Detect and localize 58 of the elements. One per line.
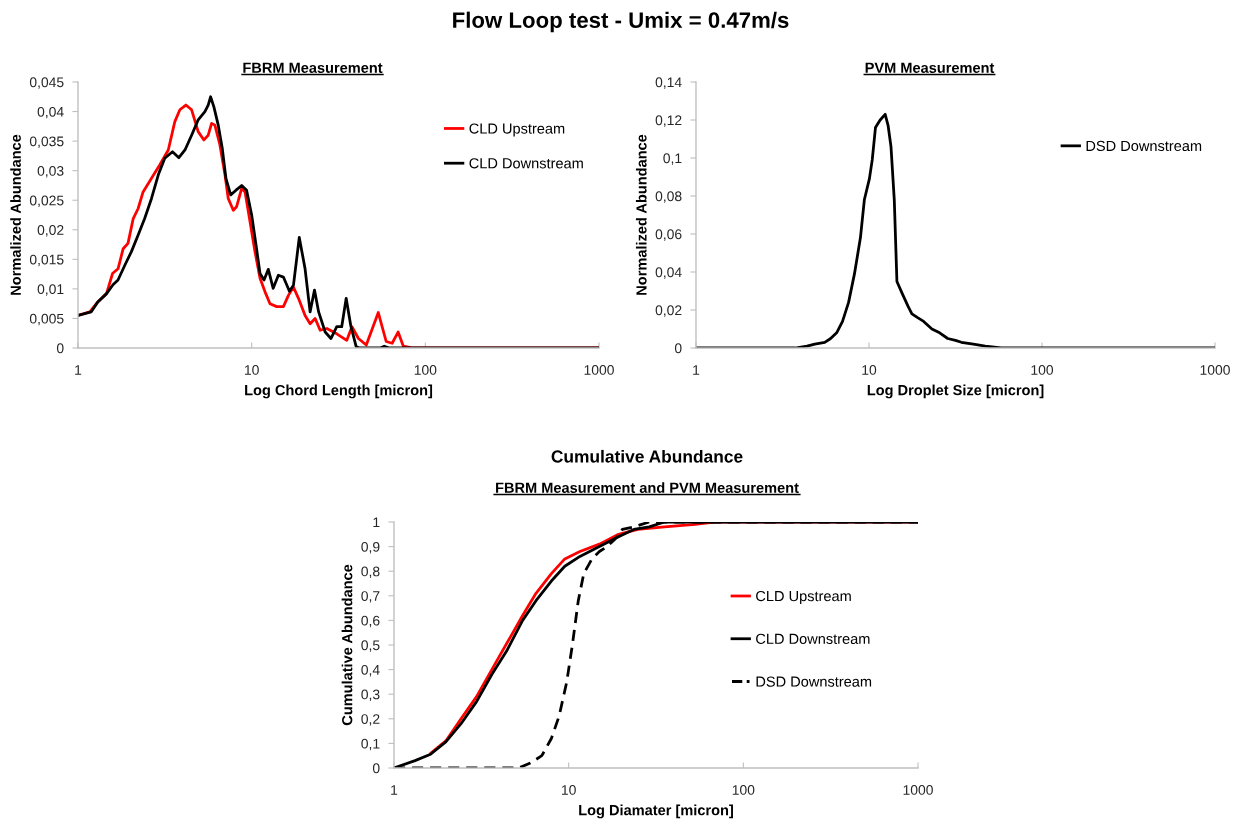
y-tick-label: 0,02 [655,305,682,317]
y-tick-label: 0,045 [29,77,64,89]
x-tick-label: 1 [75,365,82,375]
y-axis-title: Cumulative Abundance [341,564,353,726]
x-tick-label: 100 [732,785,755,795]
y-tick-label: 0 [56,343,64,354]
x-tick-label: 100 [1031,365,1054,375]
y-tick-label: 1 [373,517,380,528]
y-tick-label: 0,1 [361,738,380,751]
chart-title: PVM Measurement [865,62,995,73]
text: Flow Loop test - Umix = 0.47m/s [453,11,789,33]
x-tick-label: 1 [391,785,398,795]
y-tick-label: 0,12 [655,115,682,127]
chart-title: FBRM Measurement [243,62,383,73]
chart-title: Cumulative Abundance [551,449,743,463]
y-tick-label: 0,06 [655,229,682,241]
y-tick-label: 0,3 [361,689,380,702]
y-tick-label: 0,4 [361,664,380,677]
x-tick-label: 1000 [903,785,933,795]
y-tick-label: 0 [372,763,380,774]
y-tick-label: 0,005 [29,313,64,326]
y-tick-label: 0,025 [29,195,64,208]
y-tick-label: 0,01 [37,284,64,296]
x-axis-title: Log Diamater [micron] [579,804,733,819]
y-tick-label: 0,1 [663,153,682,165]
y-tick-label: 0 [674,343,682,354]
legend-label: DSD Downstream [1086,140,1202,152]
legend-label: CLD Upstream [469,123,565,137]
y-tick-label: 0,7 [361,591,380,603]
x-tick-label: 10 [245,365,259,375]
y-tick-label: 0,5 [361,640,380,652]
y-tick-label: 0,14 [655,77,682,89]
x-tick-label: 100 [414,365,437,375]
x-axis-title: Log Droplet Size [micron] [867,384,1044,399]
y-tick-label: 0,8 [361,566,380,579]
y-tick-label: 0,9 [361,541,380,554]
y-axis-title: Normalized Abundance [10,134,21,295]
y-axis-title: Normalized Abundance [635,134,647,295]
x-tick-label: 10 [862,365,877,375]
y-tick-label: 0,2 [361,714,380,726]
y-tick-label: 0,015 [29,254,64,267]
x-tick-label: 1000 [584,365,614,375]
chart-subtitle: FBRM Measurement and PVM Measurement [496,482,799,493]
y-tick-label: 0,04 [37,106,64,119]
x-tick-label: 10 [562,785,576,795]
x-tick-label: 1000 [1200,365,1230,375]
y-tick-label: 0,6 [361,615,380,628]
legend-label: CLD Downstream [469,158,583,169]
y-tick-label: 0,08 [655,191,682,203]
x-tick-label: 1 [693,365,700,375]
legend-label: DSD Downstream [756,676,872,687]
legend-label: CLD Downstream [756,633,870,644]
y-tick-label: 0,035 [29,136,64,148]
y-tick-label: 0,03 [37,166,64,178]
x-axis-title: Log Chord Length [micron] [245,384,433,399]
legend-label: CLD Upstream [756,590,851,605]
y-tick-label: 0,04 [655,267,682,279]
y-tick-label: 0,02 [37,225,64,237]
